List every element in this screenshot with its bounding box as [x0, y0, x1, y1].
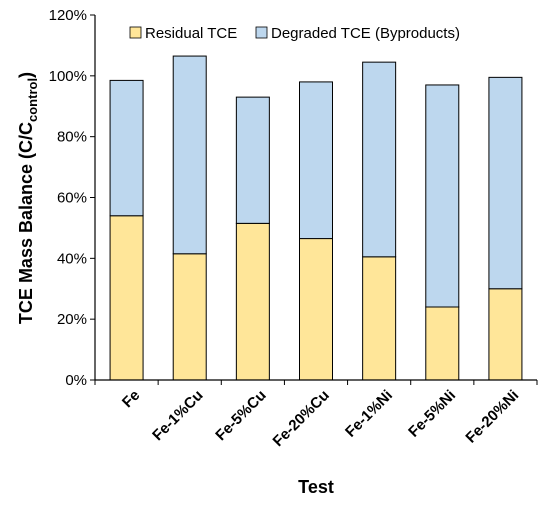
- y-axis-ticks: 0% 20% 40% 60% 80% 100% 120%: [49, 7, 95, 389]
- bar-segment-degraded: [362, 61, 397, 258]
- y-tick-label: 20%: [57, 311, 87, 328]
- y-tick-label: 0%: [65, 372, 87, 389]
- bar-segment-residual: [172, 253, 207, 381]
- x-category-label: Fe-1%Ni: [342, 387, 396, 441]
- y-axis-title: TCE Mass Balance (C/Ccontrol): [16, 72, 40, 324]
- y-axis-title-close: ): [16, 72, 36, 78]
- y-tick-label: 60%: [57, 190, 87, 207]
- bar-segment-degraded: [172, 55, 207, 255]
- legend-swatch-degraded: [255, 26, 268, 39]
- x-category-label: Fe-1%Cu: [149, 387, 206, 444]
- x-category-label: Fe-20%Ni: [462, 387, 522, 447]
- x-axis-category-labels: Fe Fe-1%Cu Fe-5%Cu Fe-20%Cu Fe-1%Ni Fe-5%Ni Fe…: [119, 387, 522, 450]
- y-tick-label: 40%: [57, 250, 87, 267]
- bar-segment-residual: [235, 222, 270, 381]
- x-category-label: Fe-5%Ni: [405, 387, 459, 441]
- x-category-label: Fe-5%Cu: [212, 387, 269, 444]
- legend: Residual TCE Degraded TCE (Byproducts): [129, 25, 460, 42]
- legend-label-degraded: Degraded TCE (Byproducts): [271, 25, 460, 42]
- legend-swatch-residual: [129, 26, 142, 39]
- bar-segment-degraded: [299, 81, 333, 240]
- bar-segment-residual: [425, 306, 460, 381]
- bar-segment-residual: [362, 256, 397, 381]
- bars: [109, 55, 523, 381]
- bar-segment-degraded: [109, 79, 144, 217]
- y-axis-title-subscript: control: [25, 78, 40, 122]
- y-tick-label: 100%: [49, 68, 87, 85]
- x-category-label: Fe-20%Cu: [270, 387, 333, 450]
- bar-segment-degraded: [425, 84, 460, 308]
- bar-segment-degraded: [488, 76, 523, 290]
- x-category-label: Fe: [119, 387, 143, 411]
- bar-segment-residual: [488, 288, 523, 381]
- y-axis-title-main: TCE Mass Balance (C/C: [16, 122, 36, 324]
- y-tick-label: 80%: [57, 129, 87, 146]
- axes: [94, 15, 538, 385]
- legend-label-residual: Residual TCE: [145, 25, 237, 42]
- bar-segment-residual: [299, 238, 333, 381]
- x-axis-title: Test: [298, 477, 334, 497]
- y-tick-label: 120%: [49, 7, 87, 24]
- bar-segment-residual: [109, 215, 144, 381]
- bar-segment-degraded: [235, 96, 270, 224]
